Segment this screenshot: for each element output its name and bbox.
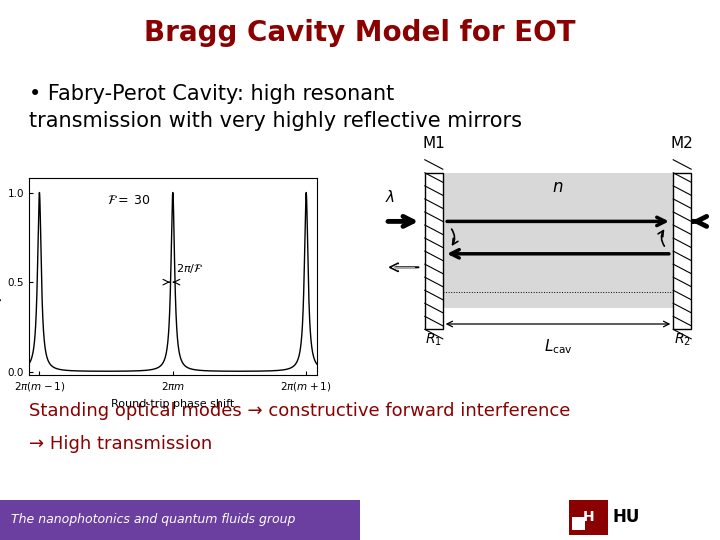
Text: $2\pi/\mathcal{F}$: $2\pi/\mathcal{F}$ [176,262,204,275]
Bar [425,173,443,329]
Text: M1: M1 [423,136,445,151]
Bar [0,500,360,540]
Text: $\lambda$: $\lambda$ [385,189,395,205]
Text: transmission with very highly reflective mirrors: transmission with very highly reflective… [29,111,522,131]
Text: • Fabry-Perot Cavity: high resonant: • Fabry-Perot Cavity: high resonant [29,84,394,104]
Text: $L_{\rm cav}$: $L_{\rm cav}$ [544,338,572,356]
Text: Bragg Cavity Model for EOT: Bragg Cavity Model for EOT [144,19,576,47]
Bar [673,173,691,329]
Bar [443,173,673,308]
Text: $n$: $n$ [552,178,564,196]
X-axis label: Round-trip phase shift: Round-trip phase shift [111,399,235,409]
Text: Standing optical modes → constructive forward interference: Standing optical modes → constructive fo… [29,402,570,420]
Text: $\mathcal{F}=\;30$: $\mathcal{F}=\;30$ [107,194,150,207]
Text: $R_1$: $R_1$ [426,332,442,348]
Text: → High transmission: → High transmission [29,435,212,453]
Text: The nanophotonics and quantum fluids group: The nanophotonics and quantum fluids gro… [11,513,295,526]
Bar [569,500,608,535]
Y-axis label: Cavity transmission: Cavity transmission [0,225,2,328]
Text: H: H [582,510,595,524]
Text: HU: HU [612,508,639,526]
Text: $R_2$: $R_2$ [674,332,690,348]
Bar [572,517,585,530]
Text: M2: M2 [671,136,693,151]
